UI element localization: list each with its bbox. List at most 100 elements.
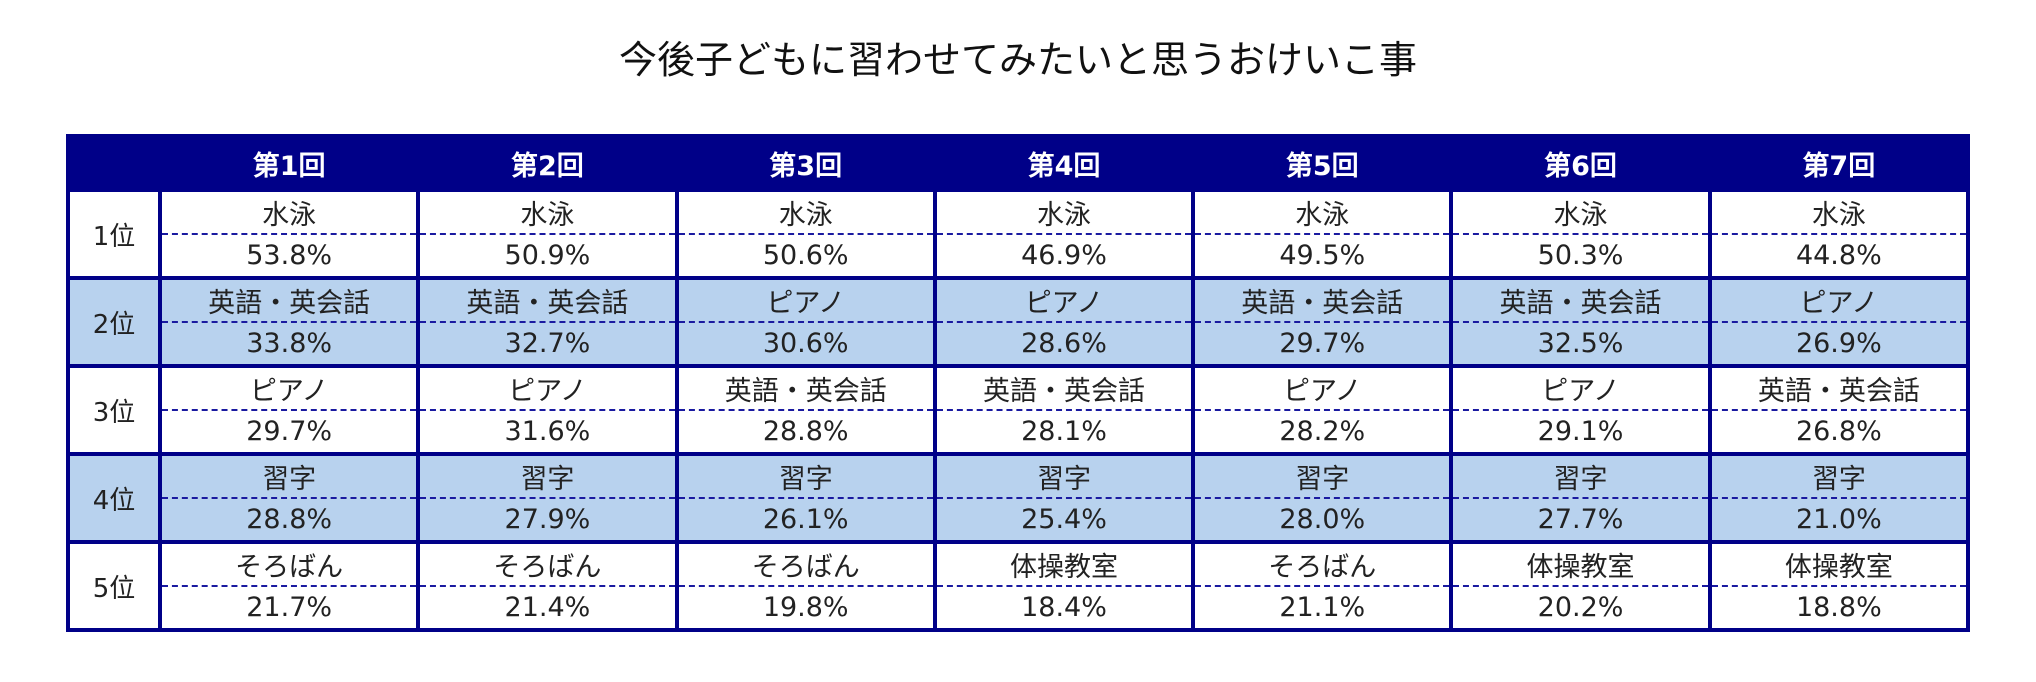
cell-content: 英語・英会話 32.7% [420, 280, 675, 364]
activity-name: ピアノ [162, 368, 417, 411]
activity-name: そろばん [678, 544, 933, 587]
activity-percent: 21.4% [504, 592, 591, 623]
cell-content: 体操教室 18.4% [936, 544, 1192, 628]
activity-name: そろばん [1195, 544, 1450, 587]
ranking-cell: ピアノ 26.9% [1707, 276, 1971, 368]
table-row: 3位 ピアノ 29.7% ピアノ 31.6% 英語・英会話 28.8% 英語・英会話 28.1%… [66, 364, 1971, 456]
cell-content: 英語・英会話 26.8% [1711, 368, 1966, 452]
cell-content: そろばん 21.1% [1195, 544, 1450, 628]
ranking-cell: ピアノ 29.1% [1449, 364, 1712, 456]
activity-percent: 21.0% [1795, 504, 1882, 535]
activity-percent: 31.6% [504, 416, 591, 447]
ranking-cell: 習字 21.0% [1707, 452, 1971, 544]
activity-percent: 20.2% [1537, 592, 1624, 623]
cell-content: ピアノ 29.7% [162, 368, 417, 452]
activity-name: ピアノ [1711, 280, 1966, 323]
table-row: 4位 習字 28.8% 習字 27.9% 習字 26.1% 習字 25.4% 習字 28.0% 習字 2… [66, 452, 1971, 544]
ranking-cell: ピアノ 29.7% [157, 364, 421, 456]
header-round-1: 第1回 [157, 134, 421, 192]
cell-content: そろばん 21.4% [420, 544, 675, 628]
activity-name: 英語・英会話 [936, 368, 1192, 411]
activity-percent: 21.7% [246, 592, 333, 623]
activity-percent: 44.8% [1795, 240, 1882, 271]
activity-name: 習字 [1195, 456, 1450, 499]
ranking-cell: 習字 27.9% [416, 452, 679, 544]
cell-content: ピアノ 28.6% [936, 280, 1192, 364]
ranking-cell: そろばん 21.4% [416, 540, 679, 632]
activity-name: 英語・英会話 [1711, 368, 1966, 411]
activity-name: 水泳 [1195, 192, 1450, 235]
activity-percent: 29.7% [1279, 328, 1366, 359]
header-round-5: 第5回 [1191, 134, 1454, 192]
activity-percent: 32.5% [1537, 328, 1624, 359]
activity-percent: 18.8% [1795, 592, 1882, 623]
activity-percent: 21.1% [1279, 592, 1366, 623]
activity-name: 水泳 [162, 192, 417, 235]
cell-content: 英語・英会話 32.5% [1453, 280, 1708, 364]
cell-content: ピアノ 31.6% [420, 368, 675, 452]
ranking-cell: 英語・英会話 26.8% [1707, 364, 1971, 456]
activity-percent: 28.0% [1279, 504, 1366, 535]
cell-content: 習字 27.9% [420, 456, 675, 540]
activity-name: 体操教室 [936, 544, 1192, 587]
activity-name: 英語・英会話 [678, 368, 933, 411]
activity-percent: 18.4% [1021, 592, 1107, 623]
cell-content: 習字 28.8% [162, 456, 417, 540]
activity-percent: 19.8% [762, 592, 849, 623]
rank-label: 2位 [66, 276, 162, 368]
ranking-cell: ピアノ 30.6% [674, 276, 937, 368]
table-row: 2位 英語・英会話 33.8% 英語・英会話 32.7% ピアノ 30.6% ピアノ 28.6%… [66, 276, 1971, 368]
ranking-cell: ピアノ 28.6% [932, 276, 1196, 368]
ranking-cell: ピアノ 31.6% [416, 364, 679, 456]
cell-content: 水泳 49.5% [1195, 192, 1450, 276]
ranking-cell: 水泳 50.3% [1449, 188, 1712, 280]
ranking-cell: 習字 26.1% [674, 452, 937, 544]
cell-content: 習字 25.4% [936, 456, 1192, 540]
activity-percent: 29.1% [1537, 416, 1624, 447]
cell-content: 水泳 44.8% [1711, 192, 1966, 276]
activity-percent: 28.8% [246, 504, 333, 535]
ranking-cell: 体操教室 18.4% [932, 540, 1196, 632]
activity-percent: 27.7% [1537, 504, 1624, 535]
activity-name: ピアノ [1453, 368, 1708, 411]
activity-percent: 49.5% [1279, 240, 1366, 271]
activity-name: 水泳 [678, 192, 933, 235]
ranking-cell: 英語・英会話 28.8% [674, 364, 937, 456]
cell-content: 英語・英会話 28.8% [678, 368, 933, 452]
header-round-3: 第3回 [674, 134, 937, 192]
cell-content: 水泳 50.9% [420, 192, 675, 276]
activity-percent: 26.1% [762, 504, 849, 535]
ranking-cell: 英語・英会話 32.7% [416, 276, 679, 368]
ranking-cell: そろばん 21.7% [157, 540, 421, 632]
activity-percent: 50.3% [1537, 240, 1624, 271]
ranking-cell: 習字 27.7% [1449, 452, 1712, 544]
ranking-cell: 英語・英会話 33.8% [157, 276, 421, 368]
rank-label: 4位 [66, 452, 162, 544]
activity-name: ピアノ [420, 368, 675, 411]
rank-label: 3位 [66, 364, 162, 456]
activity-percent: 28.1% [1021, 416, 1107, 447]
ranking-cell: 習字 25.4% [932, 452, 1196, 544]
activity-percent: 50.9% [504, 240, 591, 271]
cell-content: ピアノ 30.6% [678, 280, 933, 364]
header-corner [66, 134, 162, 192]
cell-content: 習字 28.0% [1195, 456, 1450, 540]
activity-name: 習字 [678, 456, 933, 499]
cell-content: ピアノ 29.1% [1453, 368, 1708, 452]
cell-content: 体操教室 18.8% [1711, 544, 1966, 628]
activity-name: 英語・英会話 [162, 280, 417, 323]
ranking-cell: 習字 28.0% [1191, 452, 1454, 544]
cell-content: そろばん 21.7% [162, 544, 417, 628]
ranking-cell: 水泳 50.6% [674, 188, 937, 280]
activity-name: そろばん [420, 544, 675, 587]
activity-percent: 28.6% [1021, 328, 1107, 359]
cell-content: 水泳 50.6% [678, 192, 933, 276]
cell-content: 英語・英会話 33.8% [162, 280, 417, 364]
ranking-cell: 水泳 49.5% [1191, 188, 1454, 280]
activity-name: ピアノ [678, 280, 933, 323]
table-row: 1位 水泳 53.8% 水泳 50.9% 水泳 50.6% 水泳 46.9% 水泳 49.5% 水泳 5… [66, 188, 1971, 280]
activity-percent: 53.8% [246, 240, 333, 271]
ranking-cell: 英語・英会話 32.5% [1449, 276, 1712, 368]
ranking-cell: 水泳 53.8% [157, 188, 421, 280]
activity-name: 体操教室 [1453, 544, 1708, 587]
